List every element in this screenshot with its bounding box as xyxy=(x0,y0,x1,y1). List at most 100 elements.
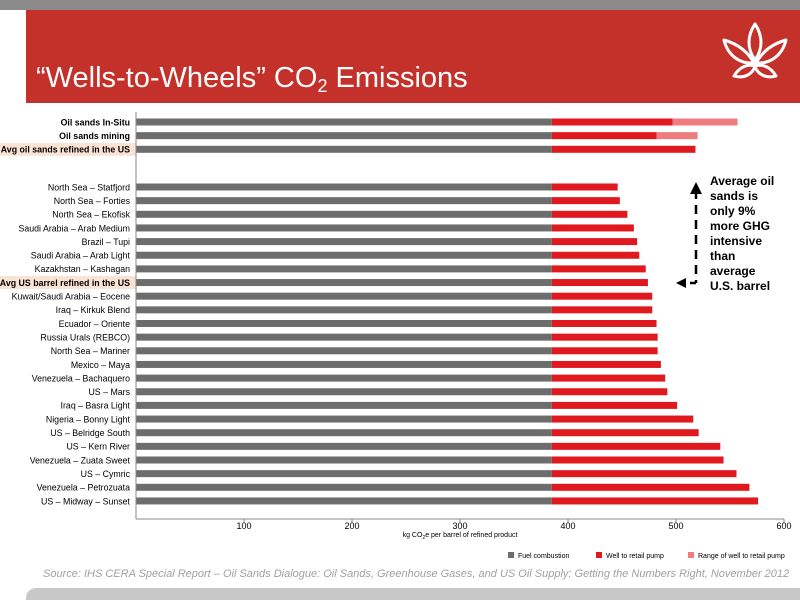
bar-well-north-sea-mariner xyxy=(551,347,658,355)
row-label-venezuela-zuata-sweet: Venezuela – Zuata Sweet xyxy=(30,455,131,465)
bar-well-nigeria-bonny-light xyxy=(551,415,694,423)
bar-well-us-midway-sunset xyxy=(551,497,759,505)
row-label-venezuela-bachaquero: Venezuela – Bachaquero xyxy=(32,373,130,383)
bar-well-iraq-kirkuk-blend xyxy=(551,306,653,314)
annotation-line: than xyxy=(710,249,736,263)
annotation-line: intensive xyxy=(710,234,763,248)
row-label-iraq-kirkuk-blend: Iraq – Kirkuk Blend xyxy=(56,305,130,315)
bar-well-russia-urals-rebco xyxy=(551,333,658,341)
highlight-band-avg-oil-sands-refined-in-the-us xyxy=(0,142,136,156)
annotation-line: more GHG xyxy=(710,219,771,233)
row-label-iraq-basra-light: Iraq – Basra Light xyxy=(61,401,131,411)
x-tick-label-600: 600 xyxy=(776,521,791,531)
title-subscript: 2 xyxy=(317,76,328,96)
row-label-oil-sands-mining: Oil sands mining xyxy=(59,131,130,141)
bar-well-us-kern-river xyxy=(551,442,721,450)
bar-fuel-nigeria-bonny-light xyxy=(136,415,552,423)
highlight-band-avg-us-barrel-refined-in-the-us xyxy=(0,276,136,290)
bar-fuel-kazakhstan-kashagan xyxy=(136,265,552,273)
row-label-russia-urals-rebco: Russia Urals (REBCO) xyxy=(41,332,131,342)
row-label-north-sea-statfjord: North Sea – Statfjord xyxy=(48,182,130,192)
bar-fuel-brazil-tupi xyxy=(136,238,552,246)
bar-fuel-russia-urals-rebco xyxy=(136,333,552,341)
row-label-saudi-arabia-arab-medium: Saudi Arabia – Arab Medium xyxy=(19,223,131,233)
annotation-line: U.S. barrel xyxy=(710,279,771,293)
bar-well-kuwait-saudi-arabia-eocene xyxy=(551,292,653,300)
bar-well-north-sea-statfjord xyxy=(551,183,618,191)
row-label-saudi-arabia-arab-light: Saudi Arabia – Arab Light xyxy=(31,251,131,261)
bar-well-oil-sands-mining xyxy=(551,132,657,140)
row-label-brazil-tupi: Brazil – Tupi xyxy=(82,237,130,247)
x-tick-label-300: 300 xyxy=(452,521,467,531)
x-tick-label-500: 500 xyxy=(668,521,683,531)
bar-well-iraq-basra-light xyxy=(551,401,678,409)
bar-well-ecuador-oriente xyxy=(551,320,657,327)
row-label-mexico-maya: Mexico – Maya xyxy=(71,360,130,370)
bar-fuel-north-sea-forties xyxy=(136,197,552,205)
bar-fuel-kuwait-saudi-arabia-eocene xyxy=(136,292,552,300)
annotation-arrowhead-up xyxy=(690,182,702,194)
bar-fuel-us-belridge-south xyxy=(136,429,552,437)
bar-well-mexico-maya xyxy=(551,360,661,368)
row-label-ecuador-oriente: Ecuador – Oriente xyxy=(59,319,131,329)
x-tick-label-400: 400 xyxy=(560,521,575,531)
bar-fuel-mexico-maya xyxy=(136,360,552,368)
legend-label-0: Fuel combustion xyxy=(518,553,569,560)
bar-well-venezuela-petrozuata xyxy=(551,483,750,491)
bar-fuel-north-sea-statfjord xyxy=(136,183,552,191)
bar-fuel-iraq-kirkuk-blend xyxy=(136,306,552,314)
bar-well-us-mars xyxy=(551,388,668,396)
row-label-kazakhstan-kashagan: Kazakhstan – Kashagan xyxy=(35,264,130,274)
bar-fuel-us-midway-sunset xyxy=(136,497,552,505)
bar-fuel-avg-us-barrel-refined-in-the-us xyxy=(136,279,552,287)
bar-well-us-cymric xyxy=(551,470,737,478)
bar-well-avg-us-barrel-refined-in-the-us xyxy=(551,279,648,287)
row-label-us-belridge-south: US – Belridge South xyxy=(50,428,130,438)
bar-range-oil-sands-in-situ xyxy=(672,118,738,126)
bottom-gray-bar xyxy=(26,588,800,600)
bar-fuel-venezuela-petrozuata xyxy=(136,483,552,491)
bar-fuel-oil-sands-in-situ xyxy=(136,118,552,126)
annotation-arrowhead-left xyxy=(676,278,686,288)
bar-well-north-sea-forties xyxy=(551,197,620,205)
bar-fuel-venezuela-zuata-sweet xyxy=(136,456,552,464)
legend-swatch-2 xyxy=(688,552,694,558)
bar-range-oil-sands-mining xyxy=(656,132,698,140)
x-tick-label-200: 200 xyxy=(344,521,359,531)
logo-icon xyxy=(722,22,788,79)
bar-fuel-iraq-basra-light xyxy=(136,401,552,409)
row-label-north-sea-ekofisk: North Sea – Ekofisk xyxy=(52,210,130,220)
bar-fuel-venezuela-bachaquero xyxy=(136,374,552,382)
annotation-line: only 9% xyxy=(710,204,756,218)
page-title: “Wells-to-Wheels” CO2 Emissions xyxy=(36,62,468,97)
row-label-oil-sands-in-situ: Oil sands In-Situ xyxy=(61,117,130,127)
legend-swatch-1 xyxy=(596,552,602,558)
bar-fuel-saudi-arabia-arab-light xyxy=(136,251,552,259)
bar-fuel-us-cymric xyxy=(136,470,552,478)
row-label-us-cymric: US – Cymric xyxy=(81,469,131,479)
bar-fuel-avg-oil-sands-refined-in-the-us xyxy=(136,145,552,153)
bar-fuel-ecuador-oriente xyxy=(136,320,552,327)
row-label-avg-us-barrel-refined-in-the-us: Avg US barrel refined in the US xyxy=(0,278,130,288)
bar-well-saudi-arabia-arab-light xyxy=(551,251,640,259)
bar-fuel-us-kern-river xyxy=(136,442,552,450)
bar-well-venezuela-zuata-sweet xyxy=(551,456,724,464)
title-main: “Wells-to-Wheels” CO xyxy=(36,62,318,94)
bar-fuel-saudi-arabia-arab-medium xyxy=(136,224,552,232)
bar-fuel-north-sea-ekofisk xyxy=(136,210,552,218)
bar-fuel-oil-sands-mining xyxy=(136,132,552,140)
bar-well-brazil-tupi xyxy=(551,238,638,246)
source-note: Source: IHS CERA Special Report – Oil Sa… xyxy=(43,568,790,580)
legend-label-2: Range of well to retail pump xyxy=(698,553,785,560)
row-label-us-mars: US – Mars xyxy=(88,387,130,397)
row-label-venezuela-petrozuata: Venezuela – Petrozuata xyxy=(37,483,131,493)
bar-well-oil-sands-in-situ xyxy=(551,118,673,126)
bar-well-us-belridge-south xyxy=(551,429,699,437)
bar-well-north-sea-ekofisk xyxy=(551,210,628,218)
x-tick-label-100: 100 xyxy=(236,521,251,531)
row-label-avg-oil-sands-refined-in-the-us: Avg oil sands refined in the US xyxy=(1,145,130,155)
annotation-text: Average oil sands is only 9% more GHG intens… xyxy=(710,174,796,294)
annotation-line: sands is xyxy=(710,189,759,203)
row-label-us-midway-sunset: US – Midway – Sunset xyxy=(41,496,131,506)
row-label-kuwait-saudi-arabia-eocene: Kuwait/Saudi Arabia – Eocene xyxy=(12,292,130,302)
